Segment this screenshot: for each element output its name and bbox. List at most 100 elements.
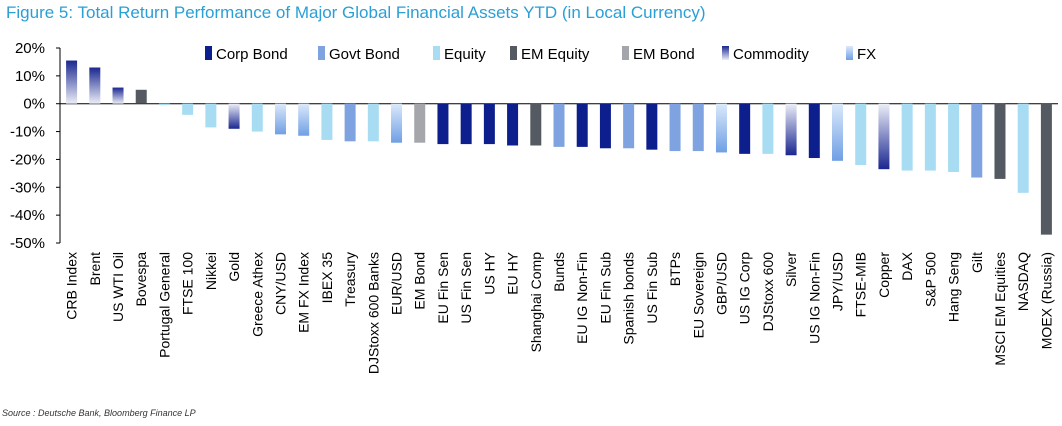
x-tick-label: Shanghai Comp: [528, 252, 544, 353]
x-tick-label: BTPs: [667, 252, 683, 286]
bar: [251, 103, 263, 132]
x-tick-label: IBEX 35: [319, 252, 335, 304]
bar: [228, 103, 240, 129]
x-tick-label: Gilt: [969, 252, 985, 273]
x-tick-label: FTSE-MIB: [853, 252, 869, 317]
bar: [135, 89, 147, 104]
bar: [367, 103, 379, 142]
legend-label: FX: [857, 46, 876, 63]
bar: [112, 87, 124, 104]
bar: [576, 103, 588, 147]
y-tick-label: -20%: [10, 151, 45, 168]
legend: Corp Bond Govt Bond Equity EM Equity EM Bond…: [205, 46, 876, 63]
legend-swatch: [722, 46, 729, 60]
legend-swatch: [622, 46, 629, 60]
x-tick-label: Bunds: [551, 252, 567, 292]
legend-label: Commodity: [733, 46, 809, 63]
source-note: Source : Deutsche Bank, Bloomberg Financ…: [2, 408, 196, 418]
legend-label: EM Equity: [521, 46, 590, 63]
bar: [623, 103, 635, 149]
bar: [483, 103, 495, 145]
bar: [878, 103, 890, 170]
x-tick-label: CNY/USD: [272, 252, 288, 315]
x-tick-label: Bovespa: [133, 252, 149, 307]
x-tick-label: Silver: [783, 252, 799, 287]
bar: [971, 103, 983, 178]
x-tick-label: EM Bond: [412, 252, 428, 310]
bar: [948, 103, 960, 172]
bar: [1017, 103, 1029, 193]
y-tick-label: -40%: [10, 207, 45, 224]
bar: [1040, 103, 1052, 235]
x-tick-label: EU Fin Sen: [435, 252, 451, 324]
bar: [182, 103, 194, 115]
legend-swatch: [433, 46, 440, 60]
bar: [692, 103, 704, 152]
y-tick-label: -30%: [10, 179, 45, 196]
x-tick-label: Treasury: [342, 252, 358, 307]
bar: [599, 103, 611, 149]
bar: [507, 103, 519, 146]
y-tick-label: 0%: [23, 96, 45, 113]
bar: [66, 60, 78, 104]
x-tick-label: Greece Athex: [249, 252, 265, 337]
x-tick-label: Copper: [876, 252, 892, 298]
x-tick-label: MSCI EM Equities: [992, 252, 1008, 366]
x-tick-label: EU Sovereign: [690, 252, 706, 338]
x-tick-label: US IG Non-Fin: [806, 252, 822, 344]
bar: [530, 103, 542, 146]
x-tick-label: US Fin Sen: [458, 252, 474, 324]
bar: [808, 103, 820, 159]
bar: [785, 103, 797, 156]
bar: [274, 103, 286, 135]
x-tick-label: DAX: [899, 251, 915, 280]
x-tick-label: JPY/USD: [830, 252, 846, 311]
bar: [832, 103, 844, 161]
bar: [553, 103, 565, 147]
bar: [855, 103, 867, 165]
legend-label: Equity: [444, 46, 486, 63]
x-tick-label: Nikkei: [203, 252, 219, 290]
x-tick-label: EU Fin Sub: [597, 252, 613, 324]
bar: [437, 103, 449, 145]
x-tick-label: Gold: [226, 252, 242, 282]
bar: [321, 103, 333, 140]
x-tick-label: Portugal General: [156, 252, 172, 358]
x-tick-label: NASDAQ: [1015, 252, 1031, 311]
bar-series: [66, 60, 1052, 235]
x-tick-label: EUR/USD: [389, 252, 405, 315]
x-tick-label: DJStoxx 600: [760, 252, 776, 332]
y-axis: 20% 10% 0% -10% -20% -30% -40% -50%: [10, 40, 1058, 252]
bar: [901, 103, 913, 171]
legend-swatch: [510, 46, 517, 60]
bar: [89, 67, 101, 104]
y-tick-label: -10%: [10, 124, 45, 141]
legend-label: Govt Bond: [329, 46, 400, 63]
legend-swatch: [318, 46, 325, 60]
bar: [715, 103, 727, 153]
bar: [762, 103, 774, 154]
bar: [205, 103, 217, 128]
x-tick-label: Brent: [87, 252, 103, 286]
bar: [298, 103, 310, 136]
bar: [669, 103, 681, 152]
y-tick-label: -50%: [10, 235, 45, 252]
x-axis-labels: CRB Index Brent US WTI Oil Bovespa Portugal …: [64, 251, 1055, 374]
x-tick-label: US Fin Sub: [644, 252, 660, 324]
bar: [994, 103, 1006, 179]
chart-title: Figure 5: Total Return Performance of Ma…: [6, 3, 706, 22]
x-tick-label: EU IG Non-Fin: [574, 252, 590, 344]
legend-label: Corp Bond: [216, 46, 288, 63]
bar: [460, 103, 472, 145]
bar: [344, 103, 356, 142]
x-tick-label: US HY: [481, 251, 497, 294]
x-tick-label: FTSE 100: [180, 252, 196, 315]
bar: [924, 103, 936, 171]
x-tick-label: US WTI Oil: [110, 252, 126, 322]
x-tick-label: US IG Corp: [737, 252, 753, 325]
y-tick-label: 10%: [15, 68, 45, 85]
x-tick-label: Spanish bonds: [621, 252, 637, 345]
x-tick-label: Hang Seng: [946, 252, 962, 322]
bar: [646, 103, 658, 150]
